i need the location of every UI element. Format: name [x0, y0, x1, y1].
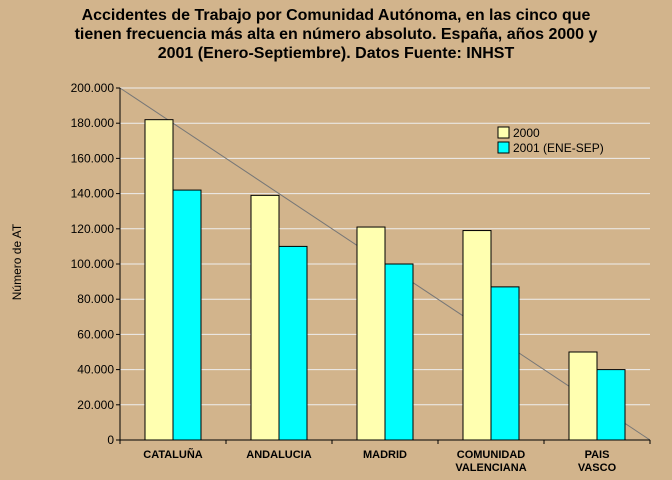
y-tick-label: 60.000: [77, 327, 114, 341]
legend-label: 2000: [513, 126, 540, 140]
y-tick-label: 180.000: [71, 116, 115, 130]
axes: 0 20.000 40.000 60.000 80.000 100.000 120.000 1…: [71, 81, 651, 474]
y-tick-label: 80.000: [77, 292, 114, 306]
y-tick-label: 100.000: [71, 257, 115, 271]
bar-series-2: [490, 286, 520, 441]
x-tick-label: PAIS: [585, 449, 610, 461]
legend-swatch: [497, 141, 510, 154]
y-tick-label: 40.000: [77, 363, 114, 377]
bar-series-2: [384, 263, 414, 441]
y-tick-label: 0: [107, 433, 114, 447]
bar-series-1: [144, 119, 174, 441]
y-tick-label: 140.000: [71, 187, 115, 201]
bar-series-1: [462, 230, 492, 441]
bar-series-1: [568, 351, 598, 441]
bar-series-1: [250, 194, 280, 441]
x-tick-label: VASCO: [578, 462, 617, 474]
x-tick-label: ANDALUCIA: [246, 449, 311, 461]
bar-series-2: [172, 189, 202, 441]
bar-series-2: [596, 369, 626, 441]
y-tick-label: 200.000: [71, 81, 115, 95]
x-tick-label: COMUNIDAD: [457, 449, 525, 461]
y-tick-label: 120.000: [71, 222, 115, 236]
bar-series-1: [356, 226, 386, 441]
y-tick-label: 160.000: [71, 151, 115, 165]
bar-series-2: [278, 245, 308, 441]
x-tick-label: CATALUÑA: [143, 448, 203, 461]
x-tick-label: MADRID: [363, 449, 407, 461]
legend-swatch: [497, 126, 510, 139]
x-tick-label: VALENCIANA: [455, 462, 526, 474]
legend-label: 2001 (ENE-SEP): [513, 141, 604, 155]
chart-title: Accidentes de Trabajo por Comunidad Autó…: [74, 7, 598, 62]
y-tick-label: 20.000: [77, 398, 114, 412]
bars: [144, 119, 626, 441]
